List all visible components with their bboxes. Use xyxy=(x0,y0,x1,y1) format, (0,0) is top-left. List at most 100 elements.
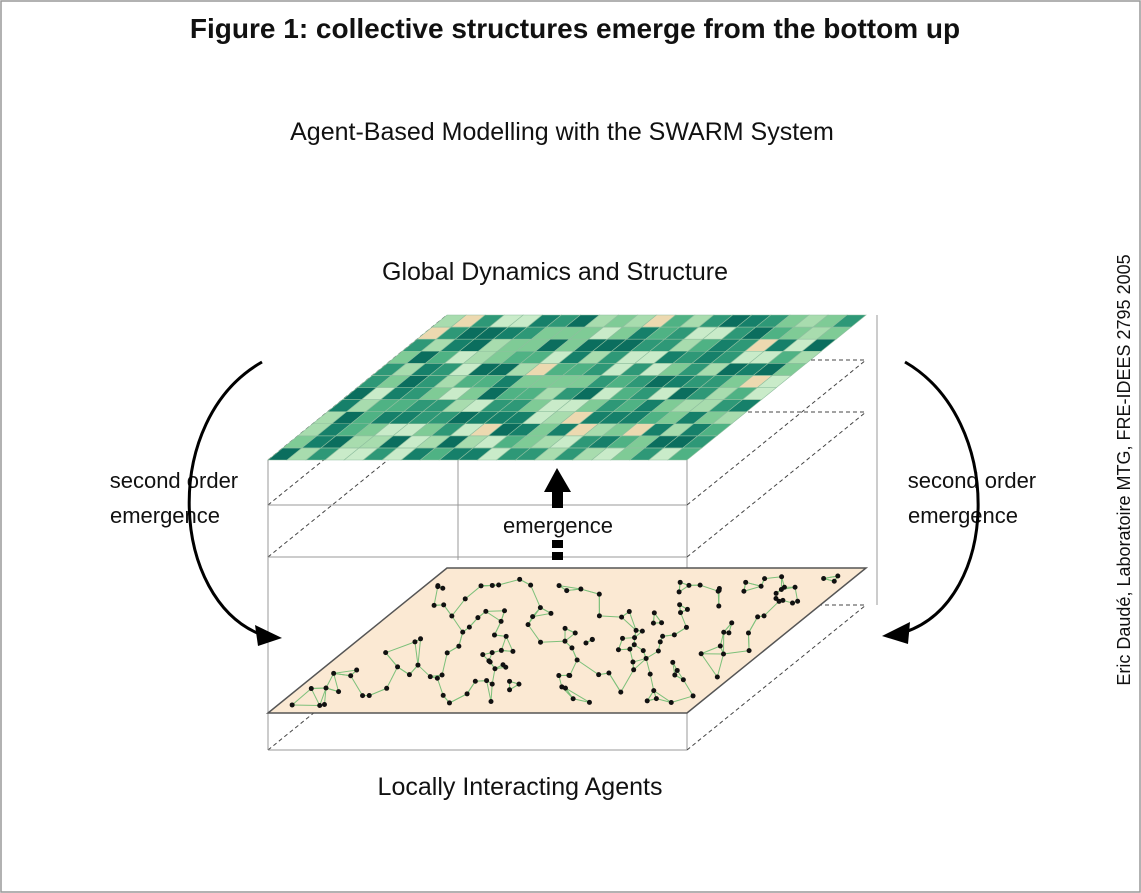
agent xyxy=(434,675,440,681)
agent-link xyxy=(417,638,422,666)
agent xyxy=(525,622,531,628)
agent xyxy=(569,645,575,651)
agent xyxy=(462,596,468,602)
agent-link xyxy=(485,610,502,622)
agent xyxy=(489,582,495,588)
agent xyxy=(556,583,562,589)
agent xyxy=(606,670,612,676)
agent xyxy=(516,681,522,687)
agent xyxy=(464,691,470,697)
agent-link xyxy=(490,684,493,702)
agent xyxy=(780,597,786,603)
agent xyxy=(773,590,779,596)
agent xyxy=(659,620,665,626)
agent xyxy=(406,672,412,678)
agent xyxy=(596,672,602,678)
agent xyxy=(631,642,637,648)
agent xyxy=(716,603,722,609)
agent xyxy=(484,678,490,684)
agent xyxy=(466,624,472,630)
agent xyxy=(427,674,433,680)
agent xyxy=(412,639,418,645)
agent xyxy=(548,610,554,616)
left-label: second order emergence xyxy=(110,468,245,528)
agent-link xyxy=(466,681,476,695)
top-label: Global Dynamics and Structure xyxy=(382,258,728,286)
dashed-layer xyxy=(686,359,867,506)
agent-link xyxy=(449,693,468,704)
agent xyxy=(779,574,785,580)
agent xyxy=(478,583,484,589)
agent xyxy=(741,588,747,594)
agent xyxy=(440,692,446,698)
agent xyxy=(538,639,544,645)
agent-link xyxy=(494,621,502,636)
agent xyxy=(831,578,837,584)
agent-link xyxy=(682,679,694,697)
agent-link xyxy=(441,652,448,676)
agent xyxy=(672,672,678,678)
agent xyxy=(792,584,798,590)
agent-link xyxy=(527,624,541,643)
agent xyxy=(795,598,801,604)
agent xyxy=(567,673,573,679)
agent xyxy=(583,640,589,646)
agent xyxy=(726,630,732,636)
agent xyxy=(657,639,663,645)
agent xyxy=(745,630,751,636)
agent xyxy=(651,610,657,616)
agent-link xyxy=(653,690,672,703)
left-label-line: emergence xyxy=(110,503,220,528)
agent xyxy=(653,696,659,702)
agent-link xyxy=(486,680,492,702)
agent xyxy=(366,693,372,699)
agent xyxy=(631,667,637,673)
agent xyxy=(697,582,703,588)
agent-link xyxy=(656,698,672,703)
agent xyxy=(537,605,543,611)
subtitle: Agent-Based Modelling with the SWARM Sys… xyxy=(290,118,834,146)
emergence-arrow-dash xyxy=(552,540,563,548)
agent xyxy=(489,681,495,687)
agent xyxy=(308,686,314,692)
agent xyxy=(746,648,752,654)
agent-link xyxy=(576,659,599,676)
agent-link xyxy=(573,698,590,703)
emergence-arrow-shaft xyxy=(552,488,563,508)
agent xyxy=(564,588,570,594)
agent xyxy=(472,678,478,684)
agent xyxy=(670,659,676,665)
agent-link xyxy=(633,658,647,671)
grid-cell xyxy=(831,314,867,328)
agent xyxy=(729,620,735,626)
agent xyxy=(639,628,645,634)
agent-network xyxy=(289,573,841,709)
agent-link xyxy=(747,632,750,651)
dashed-layer xyxy=(686,411,867,558)
agent xyxy=(510,648,516,654)
agent-link xyxy=(505,636,514,652)
agent xyxy=(755,614,761,620)
agent-link xyxy=(580,588,600,595)
dashed-layer xyxy=(686,604,867,751)
agent xyxy=(415,662,421,668)
agent-link xyxy=(385,641,416,654)
agent xyxy=(503,633,509,639)
agent xyxy=(680,677,686,683)
agent-link xyxy=(333,673,340,692)
agent xyxy=(596,591,602,597)
agent-link xyxy=(743,585,762,592)
agent xyxy=(698,651,704,657)
agent xyxy=(643,655,649,661)
agent-link xyxy=(319,687,327,706)
agent-link xyxy=(599,615,622,618)
agent-link xyxy=(628,611,637,631)
agent xyxy=(633,627,639,633)
agent xyxy=(572,630,578,636)
agent-link xyxy=(323,687,327,705)
agent xyxy=(440,585,446,591)
agent xyxy=(496,582,502,588)
agent-link xyxy=(333,672,351,677)
agent xyxy=(671,632,677,638)
agent xyxy=(431,602,437,608)
